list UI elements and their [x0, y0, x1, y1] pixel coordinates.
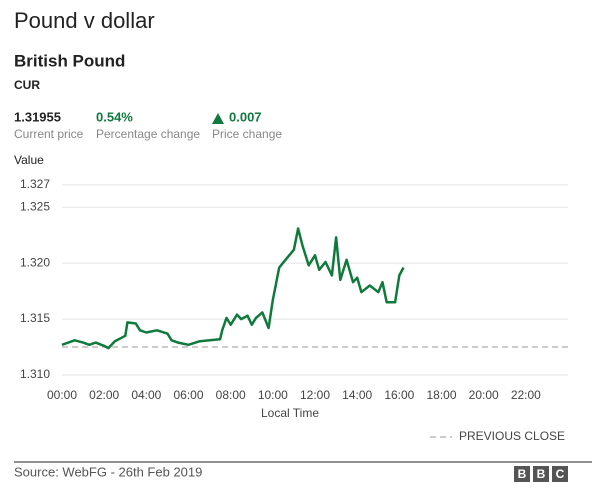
- x-tick-label: 00:00: [47, 388, 77, 402]
- subtitle: British Pound: [14, 51, 125, 70]
- x-tick-label: 10:00: [258, 388, 288, 402]
- x-tick-label: 22:00: [511, 388, 541, 402]
- stat-label: Current price: [14, 127, 84, 141]
- logo-letter: B: [518, 467, 527, 481]
- x-tick-label: 12:00: [300, 388, 330, 402]
- logo-box: [533, 466, 549, 482]
- x-tick-label: 04:00: [131, 388, 161, 402]
- stat-label: Price change: [212, 127, 282, 141]
- logo-letter: C: [556, 467, 565, 481]
- stat-value: 0.007: [229, 109, 262, 124]
- x-tick-label: 02:00: [89, 388, 119, 402]
- x-tick-label: 16:00: [384, 388, 414, 402]
- x-tick-label: 08:00: [216, 388, 246, 402]
- logo-letter: B: [537, 467, 546, 481]
- x-tick-label: 06:00: [173, 388, 203, 402]
- stat-label: Percentage change: [96, 127, 200, 141]
- logo-box: [552, 466, 568, 482]
- legend-label: PREVIOUS CLOSE: [459, 429, 565, 443]
- x-tick-label: 20:00: [469, 388, 499, 402]
- y-tick-label: 1.315: [20, 311, 50, 325]
- y-tick-label: 1.320: [20, 255, 50, 269]
- x-axis-label: Local Time: [261, 406, 319, 420]
- code: CUR: [14, 78, 40, 92]
- x-tick-label: 18:00: [426, 388, 456, 402]
- y-axis-label: Value: [14, 153, 44, 167]
- y-tick-label: 1.310: [20, 367, 50, 381]
- y-tick-label: 1.325: [20, 199, 50, 213]
- logo: B B C: [514, 466, 568, 482]
- x-tick-label: 14:00: [342, 388, 372, 402]
- source: Source: WebFG - 26th Feb 2019: [14, 464, 202, 479]
- stat-value: 0.54%: [96, 109, 133, 124]
- stat-value: 1.31955: [14, 109, 61, 124]
- logo-box: [514, 466, 530, 482]
- title: Pound v dollar: [14, 8, 155, 33]
- up-arrow: [212, 113, 224, 124]
- y-tick-label: 1.327: [20, 177, 50, 191]
- price-line: [61, 227, 405, 350]
